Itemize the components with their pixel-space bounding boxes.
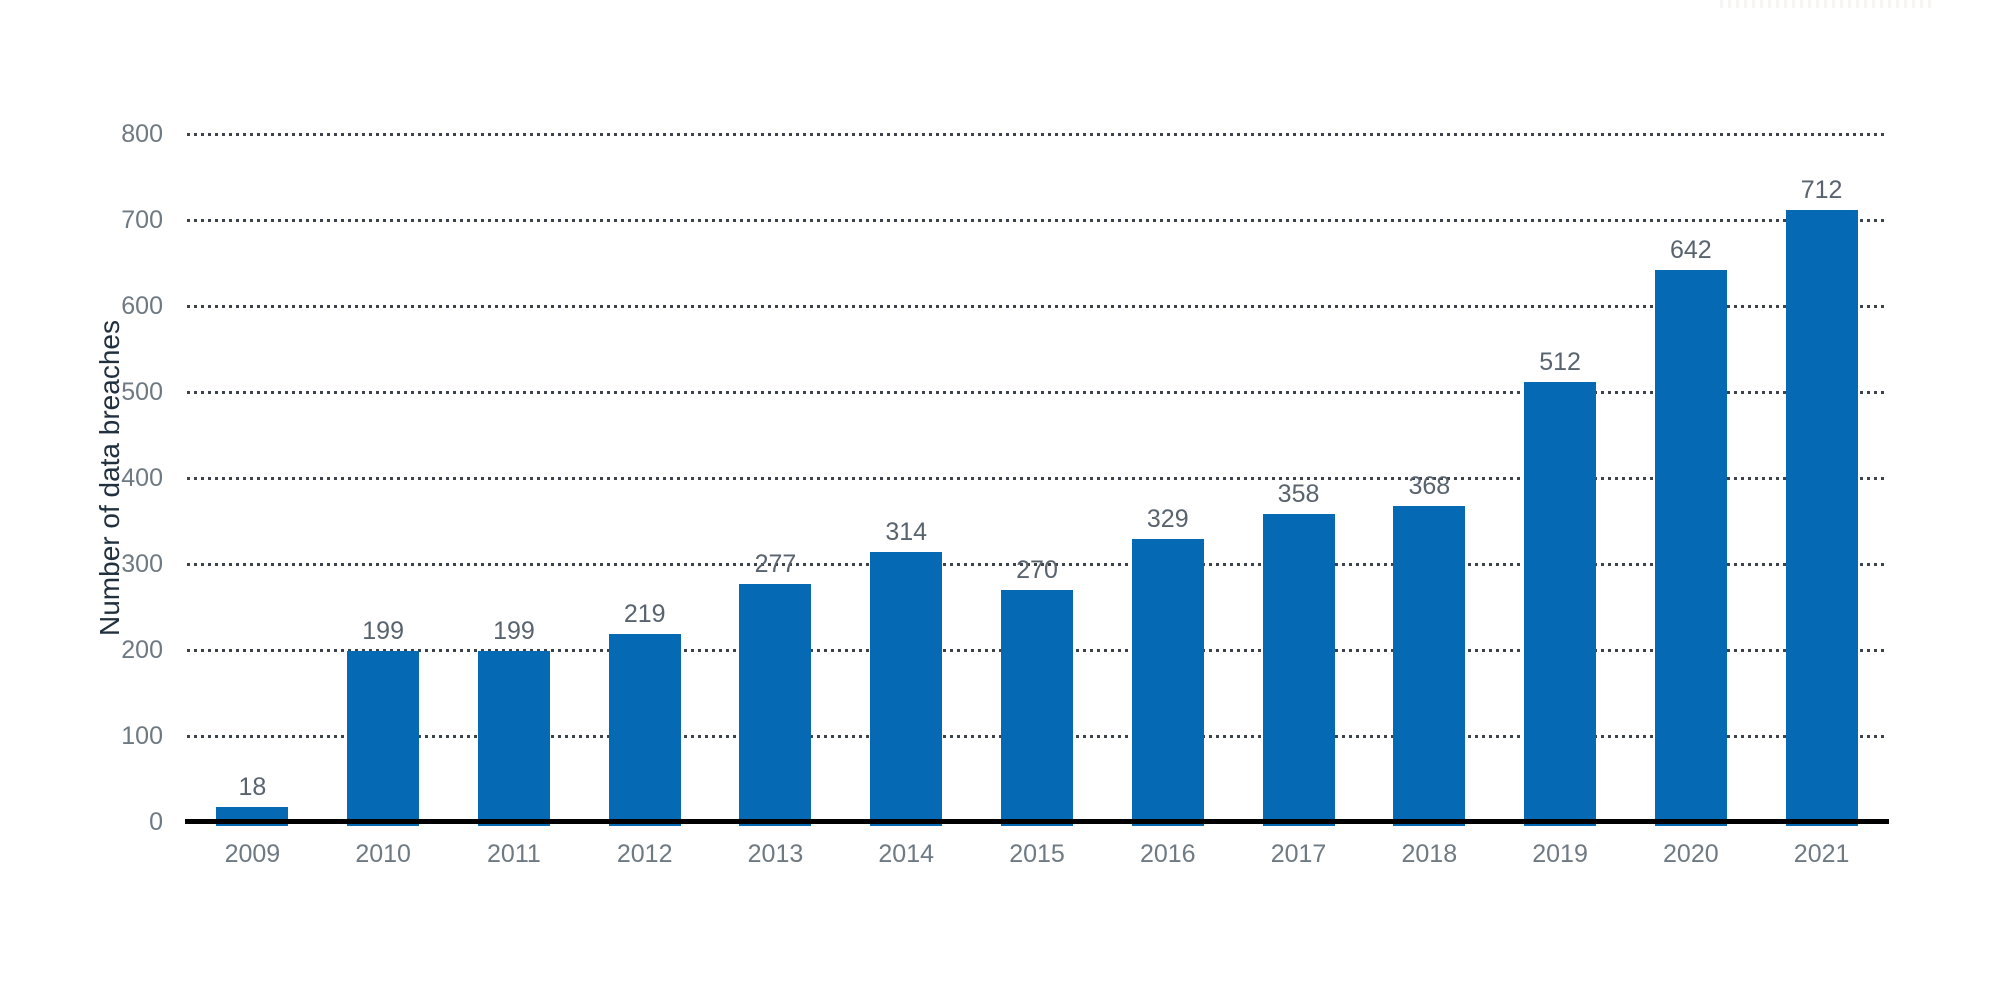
- bar-2018[interactable]: [1393, 505, 1466, 826]
- bar-value-label: 368: [1408, 471, 1451, 500]
- x-tick-label-2021: 2021: [1793, 840, 1850, 868]
- bar-value-label: 18: [238, 772, 267, 801]
- bar-value-label: 199: [362, 616, 404, 645]
- bar-2013[interactable]: [739, 583, 812, 826]
- x-tick-label-2011: 2011: [487, 840, 541, 868]
- y-tick-label: 500: [121, 378, 163, 406]
- gridline-y-400: [187, 477, 1887, 480]
- y-tick-label: 400: [121, 464, 163, 492]
- x-axis-line: [185, 819, 1889, 824]
- y-tick-label: 600: [121, 292, 163, 320]
- gridline-y-500: [187, 391, 1887, 394]
- y-tick-label: 300: [121, 550, 163, 578]
- bar-value-label: 277: [754, 549, 797, 578]
- x-tick-label-2017: 2017: [1270, 840, 1327, 868]
- y-tick-label: 800: [121, 120, 163, 148]
- gridline-y-300: [187, 563, 1887, 566]
- bar-value-label: 219: [623, 599, 666, 628]
- x-tick-label-2014: 2014: [878, 840, 935, 868]
- x-tick-label-2013: 2013: [747, 840, 804, 868]
- x-tick-label-2010: 2010: [355, 840, 411, 868]
- bar-value-label: 314: [885, 517, 928, 546]
- y-tick-label: 200: [121, 636, 163, 664]
- bar-2010[interactable]: [347, 650, 420, 826]
- bar-2020[interactable]: [1654, 269, 1727, 826]
- bar-2021[interactable]: [1785, 209, 1858, 826]
- bar-2017[interactable]: [1262, 514, 1335, 826]
- bar-value-label: 329: [1146, 505, 1189, 534]
- bar-2016[interactable]: [1131, 539, 1204, 826]
- cropped-element-remnant: [1720, 0, 1935, 8]
- bar-value-label: 712: [1800, 175, 1843, 204]
- gridline-y-600: [187, 305, 1887, 308]
- gridline-y-700: [187, 219, 1887, 222]
- x-tick-label-2012: 2012: [616, 840, 673, 868]
- bar-value-label: 199: [493, 616, 535, 645]
- bar-value-label: 512: [1539, 347, 1581, 376]
- y-tick-label: 0: [149, 808, 163, 836]
- y-tick-label: 700: [121, 206, 163, 234]
- x-tick-label-2020: 2020: [1663, 840, 1719, 868]
- bar-2015[interactable]: [1001, 589, 1073, 826]
- bar-2011[interactable]: [477, 650, 550, 826]
- x-tick-label-2016: 2016: [1139, 840, 1196, 868]
- bar-2019[interactable]: [1524, 381, 1597, 826]
- bar-2014[interactable]: [870, 551, 943, 826]
- x-tick-label-2018: 2018: [1401, 840, 1458, 868]
- x-tick-label-2009: 2009: [224, 840, 281, 868]
- bar-2012[interactable]: [608, 633, 681, 826]
- bar-value-label: 358: [1277, 480, 1320, 509]
- x-tick-label-2015: 2015: [1009, 840, 1065, 868]
- bar-value-label: 642: [1669, 235, 1712, 264]
- y-tick-label: 100: [121, 722, 163, 750]
- x-tick-label-2019: 2019: [1532, 840, 1588, 868]
- gridline-y-800: [187, 133, 1887, 136]
- bar-value-label: 270: [1016, 555, 1058, 584]
